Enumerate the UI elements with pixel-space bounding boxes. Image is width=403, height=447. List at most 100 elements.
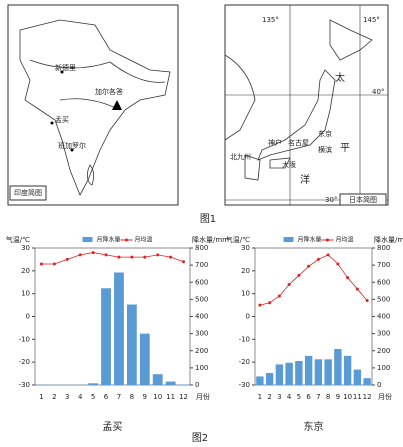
bar [314, 359, 323, 385]
point [143, 255, 147, 259]
point [78, 253, 82, 257]
legend-label: 月均温 [336, 236, 354, 244]
legend-label: 月降水量 [97, 236, 121, 244]
india-outline [19, 19, 171, 196]
map-label: 135° [262, 16, 279, 24]
bar [265, 373, 274, 385]
y-axis-label: 气温/℃ [226, 235, 250, 244]
x-tick-label: 8 [326, 393, 330, 401]
figure-caption: 图1 [200, 213, 216, 225]
map-label: 横滨 [318, 145, 332, 154]
x-tick-label: 10 [153, 393, 162, 401]
map-label: 东京 [318, 129, 332, 138]
map-label: 孟买 [55, 115, 69, 124]
y-tick-label: -30 [239, 381, 250, 389]
point [365, 299, 369, 303]
y-tick-label: 30 [241, 244, 250, 252]
x-tick-label: 1 [39, 393, 43, 401]
map-title: 日本简图 [349, 195, 377, 204]
point [326, 253, 330, 257]
map-title: 印度简图 [14, 188, 42, 197]
x-tick-label: 12 [363, 393, 372, 401]
point [169, 255, 173, 259]
bar [295, 361, 303, 385]
bar [88, 383, 99, 385]
x-tick-label: 6 [104, 393, 109, 401]
x-tick-label: 4 [287, 393, 292, 401]
x-tick-label: 3 [65, 393, 69, 401]
map-label: 名古屋 [288, 138, 309, 147]
y-axis-label: 气温/℃ [6, 235, 30, 244]
y2-tick-label: 100 [195, 364, 208, 372]
point [355, 287, 359, 291]
legend-swatch [125, 238, 128, 242]
point [117, 255, 121, 259]
y2-tick-label: 0 [195, 381, 199, 389]
bar [304, 355, 313, 385]
line [41, 252, 184, 265]
bar [363, 378, 371, 385]
y2-tick-label: 200 [377, 347, 390, 355]
x-tick-label: 11 [166, 393, 175, 401]
map-label: 太 [335, 71, 345, 84]
legend-label: 月均温 [135, 236, 153, 244]
bar [178, 384, 189, 385]
legend-label: 月降水量 [298, 236, 322, 244]
y-tick-label: 20 [21, 267, 30, 275]
map-label: 加尔各答 [95, 87, 123, 96]
y2-axis-label: 降水量/mm [192, 235, 229, 244]
y2-tick-label: 400 [195, 313, 208, 321]
point [39, 262, 43, 266]
map-label: 北九州 [230, 152, 251, 161]
point [336, 262, 340, 266]
map-label: 30° [325, 196, 337, 204]
x-tick-label: 5 [91, 393, 95, 401]
point [316, 257, 320, 261]
y-tick-label: 0 [246, 313, 250, 321]
map-label: 145° [363, 16, 380, 24]
mainland [224, 54, 256, 141]
x-axis-label: 月份 [378, 392, 392, 401]
point [297, 273, 301, 277]
x-tick-label: 3 [277, 393, 281, 401]
bar [334, 349, 342, 385]
x-tick-label: 9 [336, 393, 340, 401]
y2-axis-label: 降水量/mm [374, 235, 403, 244]
point [307, 264, 311, 268]
map-label: 班加罗尔 [58, 141, 86, 150]
y-tick-label: 10 [21, 290, 30, 298]
plot-frame [254, 247, 373, 386]
y2-tick-label: 700 [195, 261, 208, 269]
y2-tick-label: 500 [195, 295, 208, 303]
map-label: 40° [372, 88, 384, 96]
y2-tick-label: 100 [377, 364, 390, 372]
y-tick-label: 30 [21, 244, 30, 252]
map-label: 平 [340, 143, 350, 154]
point [287, 283, 291, 287]
y2-tick-label: 500 [377, 295, 390, 303]
bar [343, 355, 352, 385]
bar [114, 272, 124, 385]
x-tick-label: 6 [306, 393, 311, 401]
x-tick-label: 7 [117, 393, 121, 401]
y-tick-label: -10 [19, 335, 30, 343]
legend-swatch [82, 237, 93, 242]
y2-tick-label: 300 [377, 330, 390, 338]
x-tick-label: 9 [143, 393, 147, 401]
india-frame [7, 4, 179, 206]
city-dot [60, 70, 64, 74]
river [29, 59, 166, 83]
y-tick-label: 10 [241, 290, 250, 298]
point [104, 253, 108, 257]
x-tick-label: 1 [258, 393, 262, 401]
point [258, 303, 262, 307]
x-tick-label: 4 [78, 393, 83, 401]
x-axis-label: 月份 [196, 392, 210, 401]
honshu [257, 69, 336, 161]
city-marker [112, 100, 122, 110]
point [156, 253, 160, 257]
point [91, 251, 95, 255]
city-dot [70, 148, 74, 152]
point [130, 255, 134, 259]
